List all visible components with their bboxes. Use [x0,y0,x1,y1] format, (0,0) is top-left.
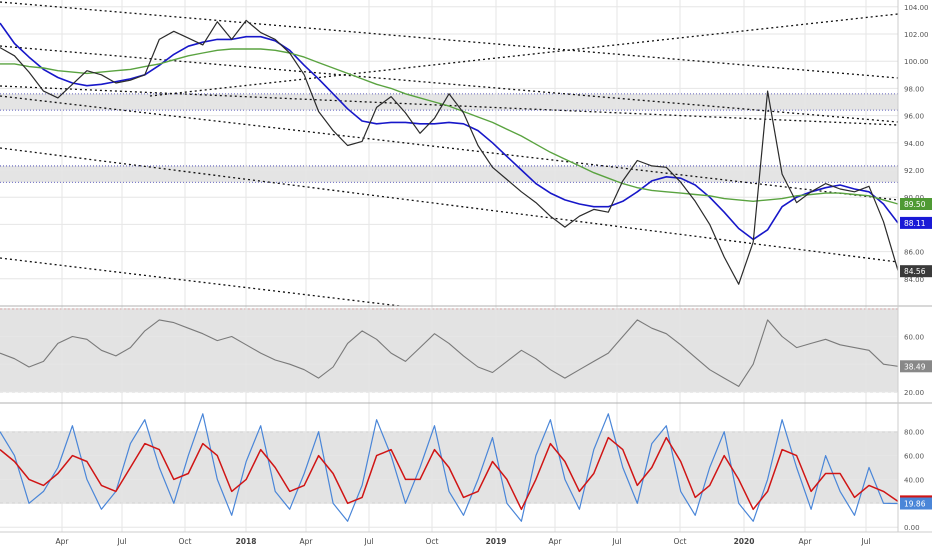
series-layer [0,19,899,522]
x-tick-label: Jul [363,537,373,546]
y-tick-label: 92.00 [904,167,924,175]
y-tick-label: 60.00 [904,453,924,461]
trendline [0,45,899,123]
y-tick-label: 100.00 [904,58,929,66]
x-tick-label: Apr [549,537,563,546]
x-tick-label: Oct [179,537,192,546]
last-value-tag [900,360,932,373]
trendline [0,257,401,307]
x-tick-label: Jul [860,537,870,546]
y-tick-label: 86.00 [904,249,924,257]
y-tick-label: 40.00 [904,476,924,484]
resistance-zone [0,93,898,111]
trendline-layer [0,1,899,307]
x-tick-label: Oct [674,537,687,546]
last-value-tag [900,198,932,210]
y-tick-label: 94.00 [904,140,924,148]
y-tick-label: 60.00 [904,333,924,341]
y-tick-label: 104.00 [904,4,929,12]
last-value-text: 38.49 [904,362,926,371]
last-value-text: 89.50 [904,200,926,209]
last-value-tag [900,265,932,278]
x-tick-label: Apr [56,537,70,546]
y-tick-label: 84.00 [904,276,924,284]
price-line [0,19,899,285]
trendline [0,147,899,263]
stochastic-d-line [0,436,899,511]
x-tick-label: Apr [799,537,813,546]
oscillator-line [0,319,899,387]
moving-average-slow-line [0,48,899,205]
last-value-text: 88.11 [904,219,926,228]
x-tick-label: 2020 [734,537,755,546]
last-value-tag [900,216,932,229]
y-tick-label: 80.00 [904,429,924,437]
last-value-text: 84.56 [904,267,926,276]
trendline [149,13,899,97]
x-tick-label: 2019 [486,537,507,546]
y-tick-label: 0.00 [904,524,920,532]
moving-average-fast-line [0,22,899,241]
resistance-zone [0,165,898,183]
x-tick-label: Oct [426,537,439,546]
oscillator-band [0,308,898,392]
x-tick-label: Apr [300,537,314,546]
y-tick-label: 98.00 [904,85,924,93]
stochastic-k-line [0,413,899,522]
last-value-tag [900,497,932,510]
x-axis-background [0,532,932,550]
x-tick-label: Jul [611,537,621,546]
x-tick-label: Jul [116,537,126,546]
x-tick-label: 2018 [236,537,257,546]
y-tick-label: 20.00 [904,389,924,397]
last-value-text: 19.86 [904,500,926,509]
y-tick-label: 102.00 [904,31,929,39]
trendline [0,1,899,79]
grid-layer [0,0,898,532]
trendline [0,95,899,201]
y-tick-label: 96.00 [904,113,924,121]
